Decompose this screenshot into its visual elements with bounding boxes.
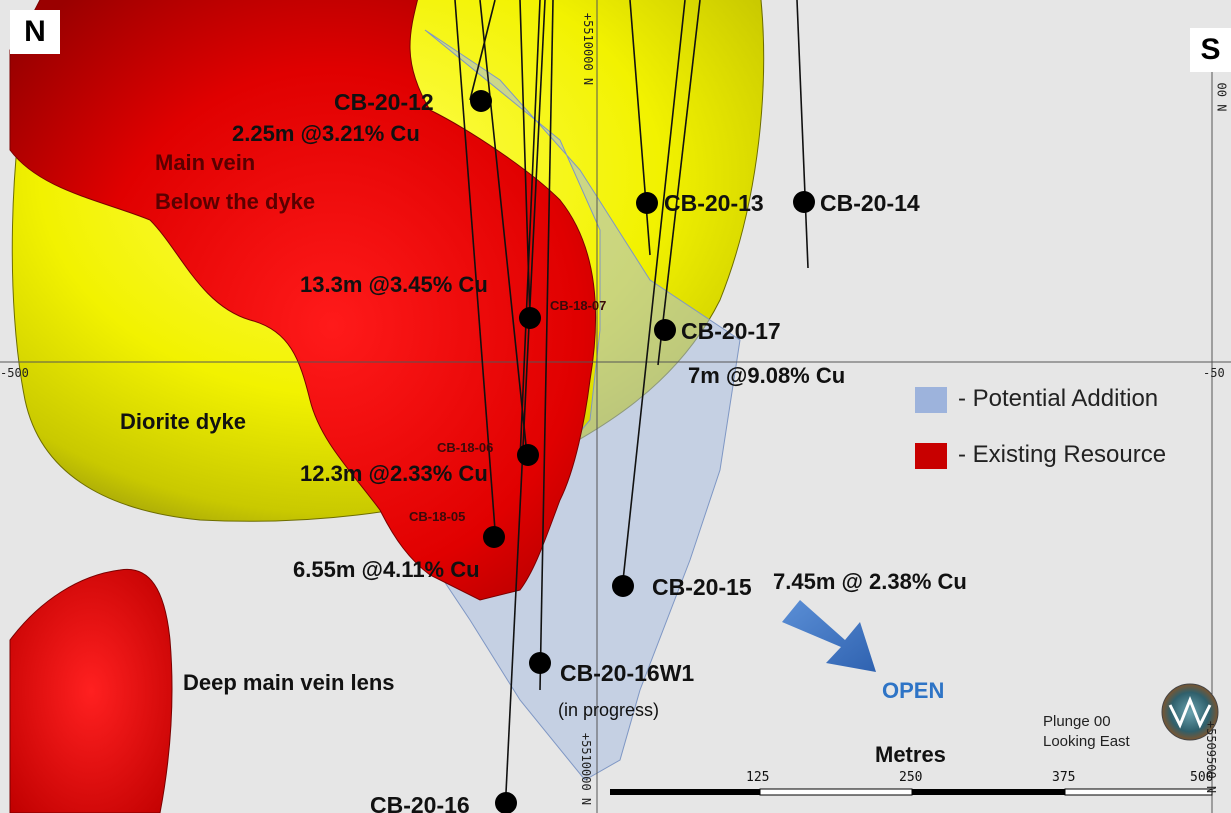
north-label: N [10,10,60,54]
main-vein-label: Main vein [155,150,256,175]
assay-cb2015: 7.45m @ 2.38% Cu [773,569,967,594]
open-label: OPEN [882,678,945,703]
northing-top-label: +5510000 N [581,12,596,86]
hole-marker-cb2015 [612,575,634,597]
hole-label-cb2012: CB-20-12 [334,89,434,115]
assay-cb1806: 12.3m @2.33% Cu [300,461,488,486]
assay-cb1805: 6.55m @4.11% Cu [293,557,480,582]
drill-collars [470,90,815,813]
hole-label-cb2015: CB-20-15 [652,574,752,600]
legend-potential-label: - Potential Addition [958,385,1159,412]
hole-marker-cb2016 [495,792,517,813]
company-logo-icon [1161,683,1219,741]
hole-label-cb2016w1: CB-20-16W1 [560,660,695,686]
scale-bar [610,788,1213,796]
hole-status-cb2016w1: (in progress) [558,700,660,720]
legend-existing-label: - Existing Resource [958,441,1167,468]
hole-marker-cb2013 [636,192,658,214]
right-top-coord: 00 N [1214,82,1229,112]
elevation-right-label: -50 [1203,366,1225,380]
diorite-dyke-label: Diorite dyke [120,409,246,434]
drill-traces [454,0,809,813]
scale-tick-125: 125 [746,770,770,785]
assay-cb1807: 13.3m @3.45% Cu [300,272,488,297]
main-vein-resource [9,0,597,601]
northing-bottom-label: +5510000 N [579,732,594,806]
hole-label-cb2014: CB-20-14 [820,190,920,216]
plunge-label: Plunge 00 [1043,713,1111,730]
main-vein-sublabel: Below the dyke [155,189,316,214]
hole-marker-cb2012 [470,90,492,112]
deep-main-vein-lens [9,568,173,813]
hole-label-cb1806: CB-18-06 [437,440,494,455]
hole-label-cb1805: CB-18-05 [409,509,466,524]
scale-tick-375: 375 [1052,770,1076,785]
hole-marker-cb2017 [654,319,676,341]
south-label: S [1190,28,1231,72]
assay-cb2012: 2.25m @3.21% Cu [232,121,420,146]
hole-label-cb1807: CB-18-07 [550,298,607,313]
deep-lens-label: Deep main vein lens [183,670,395,695]
hole-marker-cb1806 [517,444,539,466]
hole-marker-cb2014 [793,191,815,213]
scale-tick-500: 500 [1190,770,1214,785]
legend-swatch-potential [915,387,947,413]
hole-marker-cb2016w1 [529,652,551,674]
hole-marker-cb1807 [519,307,541,329]
open-arrow-icon [782,600,876,672]
legend-swatch-existing [915,443,947,469]
looking-label: Looking East [1043,733,1130,750]
hole-marker-cb1805 [483,526,505,548]
hole-label-cb2013: CB-20-13 [664,190,764,216]
assay-cb2017: 7m @9.08% Cu [688,363,846,388]
hole-label-cb2016: CB-20-16 [370,792,470,813]
scale-tick-250: 250 [899,770,923,785]
elevation-left-label: -500 [0,366,29,380]
hole-label-cb2017: CB-20-17 [681,318,781,344]
scale-title: Metres [875,742,946,767]
